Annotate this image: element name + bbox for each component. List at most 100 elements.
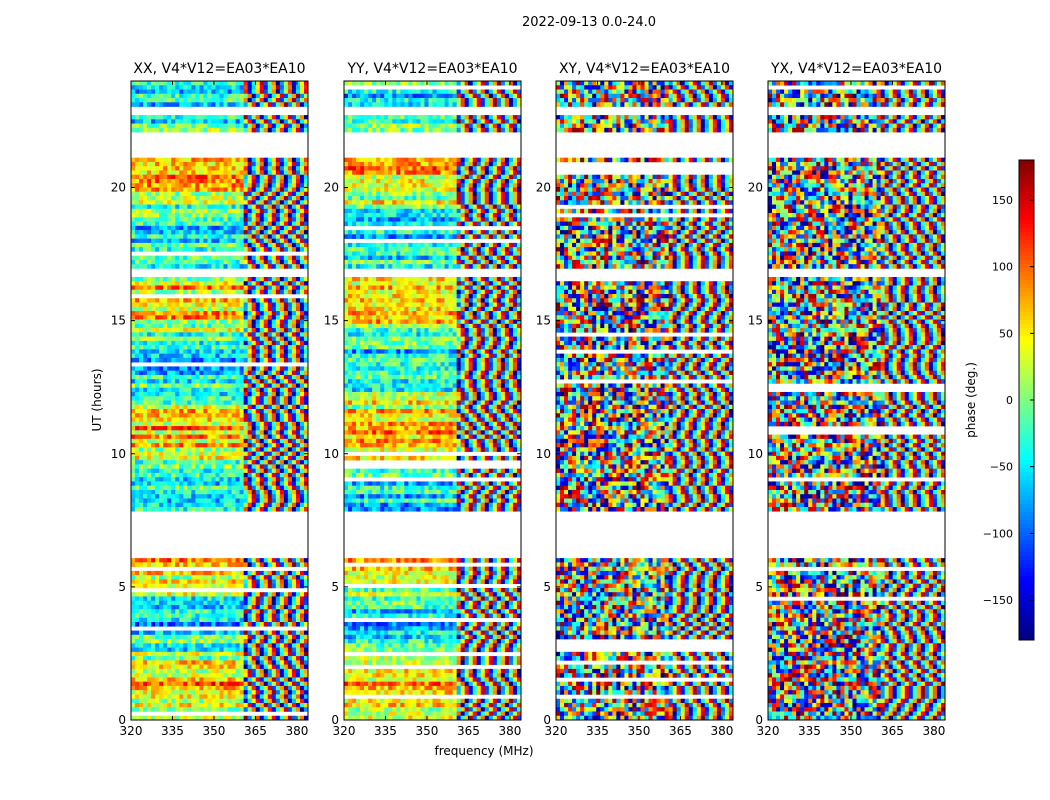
heat-cell (231, 115, 236, 120)
heat-cell (139, 579, 144, 584)
heat-cell (279, 575, 285, 580)
heat-cell (207, 668, 212, 674)
heat-cell (219, 127, 224, 133)
heat-cell (291, 634, 297, 640)
heat-cell (271, 374, 277, 380)
heat-cell (187, 494, 192, 499)
heat-cell (191, 387, 196, 393)
heat-cell (159, 604, 164, 610)
heat-cell (267, 417, 273, 423)
heat-cell (251, 430, 256, 435)
heat-cell (163, 204, 168, 210)
heat-cell (167, 332, 172, 337)
heat-cell (259, 89, 265, 95)
heat-cell (219, 609, 224, 614)
heat-cell (283, 477, 289, 482)
heat-cell (243, 264, 248, 269)
heat-cell (155, 336, 160, 342)
heat-cell (191, 366, 196, 371)
heat-cell (251, 617, 256, 623)
heat-cell (187, 464, 192, 469)
heat-cell (243, 634, 248, 640)
heat-cell (195, 438, 200, 444)
heat-cell (175, 217, 180, 222)
heat-cell (191, 647, 196, 653)
heat-cell (183, 664, 188, 670)
heat-cell (171, 357, 176, 363)
heat-cell (235, 191, 240, 197)
heat-cell (287, 396, 293, 401)
heat-cell (147, 413, 152, 418)
heat-cell (235, 306, 240, 312)
heat-cell (131, 664, 136, 670)
heat-cell (155, 276, 160, 282)
heat-cell (143, 85, 148, 90)
heat-cell (243, 460, 248, 465)
heat-cell (275, 349, 281, 354)
heat-cell (183, 379, 188, 384)
heat-cell (207, 93, 212, 99)
heat-cell (287, 481, 293, 486)
heat-cell (207, 242, 212, 248)
heat-cell (151, 247, 156, 252)
heat-cell (231, 336, 236, 342)
heat-cell (207, 451, 212, 457)
heat-cell (147, 374, 152, 380)
heat-cell (159, 430, 164, 435)
heat-cell (295, 319, 301, 325)
heat-cell (283, 255, 289, 261)
heat-cell (235, 93, 240, 99)
heat-cell (171, 489, 176, 495)
heat-cell (135, 477, 140, 482)
heat-cell (175, 630, 180, 636)
heat-cell (187, 409, 192, 414)
heat-cell (203, 298, 208, 303)
heat-cell (263, 340, 269, 346)
heat-cell (143, 673, 148, 678)
heat-cell (191, 400, 196, 406)
heat-cell (243, 596, 248, 602)
heat-cell (271, 336, 277, 342)
heat-cell (247, 200, 252, 205)
heat-cell (255, 340, 261, 346)
heat-cell (183, 340, 188, 346)
heat-cell (167, 575, 172, 580)
heat-cell (255, 332, 261, 337)
heat-cell (219, 161, 224, 167)
heat-cell (243, 643, 248, 648)
heat-cell (199, 323, 204, 329)
heat-cell (287, 285, 293, 291)
heat-cell (219, 183, 224, 188)
heat-cell (283, 332, 289, 337)
heat-cell (219, 634, 224, 640)
heat-cell (227, 656, 232, 661)
heat-cell (135, 323, 140, 329)
heat-cell (251, 468, 256, 474)
heat-cell (295, 366, 301, 371)
heat-cell (183, 617, 188, 623)
heat-cell (259, 276, 265, 282)
heat-cell (271, 255, 277, 261)
heat-cell (219, 477, 224, 482)
heat-cell (267, 166, 273, 171)
heat-cell (211, 311, 216, 316)
heat-cell (251, 157, 256, 163)
heat-cell (171, 451, 176, 457)
heat-cell (279, 639, 285, 644)
heat-cell (163, 234, 168, 239)
heat-cell (275, 472, 281, 478)
heat-cell (219, 119, 224, 124)
heat-cell (179, 221, 184, 227)
heat-cell (215, 609, 220, 614)
heat-cell (235, 455, 240, 461)
heat-cell (215, 255, 220, 261)
heat-cell (175, 221, 180, 227)
heat-cell (195, 617, 200, 623)
heat-cell (199, 451, 204, 457)
heat-cell (259, 562, 265, 567)
heat-cell (239, 409, 244, 414)
heat-cell (179, 443, 184, 448)
heat-cell (163, 400, 168, 406)
heat-cell (159, 196, 164, 201)
heat-cell (287, 276, 293, 282)
